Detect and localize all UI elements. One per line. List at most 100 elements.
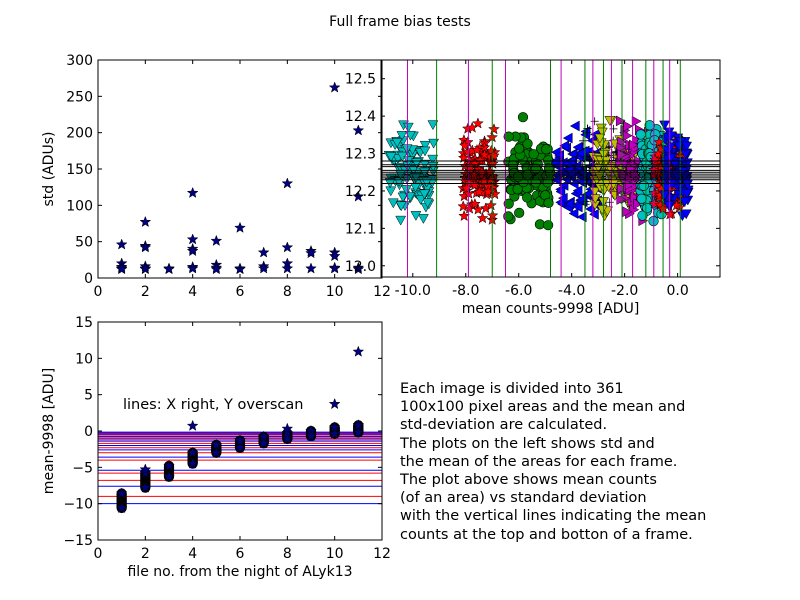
y-tick-label: 0	[84, 271, 93, 287]
data-point	[281, 432, 294, 444]
data-point	[415, 195, 427, 206]
data-point	[210, 234, 223, 246]
y-tick-label: −10	[63, 497, 93, 513]
data-point	[568, 208, 579, 219]
data-point	[564, 198, 575, 210]
data-point	[631, 115, 642, 127]
data-point	[590, 117, 599, 126]
data-point	[469, 197, 481, 210]
data-point	[609, 124, 618, 133]
data-point	[385, 186, 397, 197]
data-point	[596, 127, 608, 138]
data-point	[660, 183, 672, 194]
data-point	[503, 211, 514, 222]
data-point	[257, 262, 270, 274]
data-point	[281, 177, 294, 189]
y-tick-label: −5	[72, 460, 93, 476]
data-point	[512, 184, 523, 195]
data-point	[305, 429, 317, 442]
data-point	[596, 205, 608, 215]
data-point	[400, 185, 412, 195]
y-axis-label: std (ADUs)	[41, 132, 57, 207]
data-point	[681, 141, 693, 152]
x-tick-label: 12	[373, 284, 391, 300]
data-point	[281, 422, 294, 434]
data-point	[163, 263, 175, 275]
data-point	[629, 139, 639, 151]
data-point	[234, 221, 246, 233]
y-tick-label: 100	[66, 198, 93, 214]
x-tick-label: 4	[188, 546, 197, 562]
data-point	[623, 120, 634, 132]
x-tick-label: 2	[141, 546, 150, 562]
data-point	[115, 501, 128, 514]
data-point	[581, 197, 590, 206]
note-line: The plots on the left shows std and	[400, 435, 655, 452]
data-point	[186, 262, 199, 274]
data-point	[636, 193, 647, 204]
data-point	[649, 153, 661, 165]
data-point	[488, 149, 500, 161]
data-point	[396, 131, 408, 141]
data-point	[115, 487, 128, 499]
data-point	[139, 466, 152, 479]
annotation-label: lines: X right, Y overscan	[123, 397, 303, 413]
data-point	[457, 200, 470, 212]
plot-frame	[97, 59, 383, 279]
data-point	[234, 263, 246, 275]
data-point	[543, 197, 554, 208]
data-point	[589, 187, 601, 197]
data-point	[419, 146, 431, 157]
data-point	[328, 397, 341, 410]
data-point	[428, 138, 440, 149]
data-point	[594, 133, 606, 144]
data-point	[139, 481, 152, 493]
data-point	[115, 238, 128, 250]
data-point	[559, 140, 569, 152]
data-point	[543, 220, 554, 231]
data-point	[427, 154, 439, 165]
data-point	[514, 143, 525, 154]
data-point	[485, 144, 498, 156]
x-tick-label: -4.0	[558, 283, 585, 299]
data-point	[476, 212, 489, 224]
data-point	[419, 189, 430, 200]
data-point	[541, 144, 552, 155]
y-tick-label: 200	[66, 126, 93, 142]
data-point	[460, 182, 473, 194]
data-point	[257, 437, 270, 449]
data-point	[422, 198, 434, 209]
data-point	[659, 120, 671, 131]
mean-panel: 0 2 4 6 8 10 12 −15 −10 −5 0 5 10 15 file no. from the…	[41, 315, 391, 580]
data-point	[583, 152, 592, 161]
data-point	[555, 186, 566, 198]
y-tick-label: 12.2	[345, 184, 376, 200]
mean-vs-std-panel: -10.0 -8.0 -6.0 -4.0 -2.0 0.0 12.0 12.1 12.2 12.3…	[345, 59, 721, 317]
data-point	[576, 211, 587, 223]
data-point	[387, 198, 399, 209]
note-line: (of an area) vs standard deviation	[400, 490, 647, 507]
y-tick-label: 50	[75, 235, 93, 251]
y-tick-label: 0	[84, 424, 93, 440]
data-point	[457, 151, 470, 163]
data-point	[542, 177, 553, 188]
data-point	[522, 138, 533, 149]
y-tick-label: 12.3	[345, 147, 376, 163]
data-point	[562, 132, 573, 144]
data-point	[616, 194, 627, 205]
data-point	[471, 143, 483, 156]
x-tick-label: 0	[94, 284, 103, 300]
y-tick-label: 12.5	[345, 72, 376, 88]
data-point	[635, 129, 646, 140]
data-point	[642, 202, 653, 214]
data-point	[305, 247, 317, 259]
x-axis-label: file no. from the night of ALyk13	[127, 564, 352, 580]
data-point	[305, 262, 317, 274]
std-panel: 0 2 4 6 8 10 12 0 50 100 150 200 250 300 std (ADUs)	[41, 53, 391, 300]
data-point	[588, 208, 599, 220]
data-point	[186, 446, 199, 458]
data-point	[569, 120, 580, 132]
data-point	[352, 426, 365, 438]
x-axis-label: mean counts-9998 [ADU]	[462, 301, 640, 317]
